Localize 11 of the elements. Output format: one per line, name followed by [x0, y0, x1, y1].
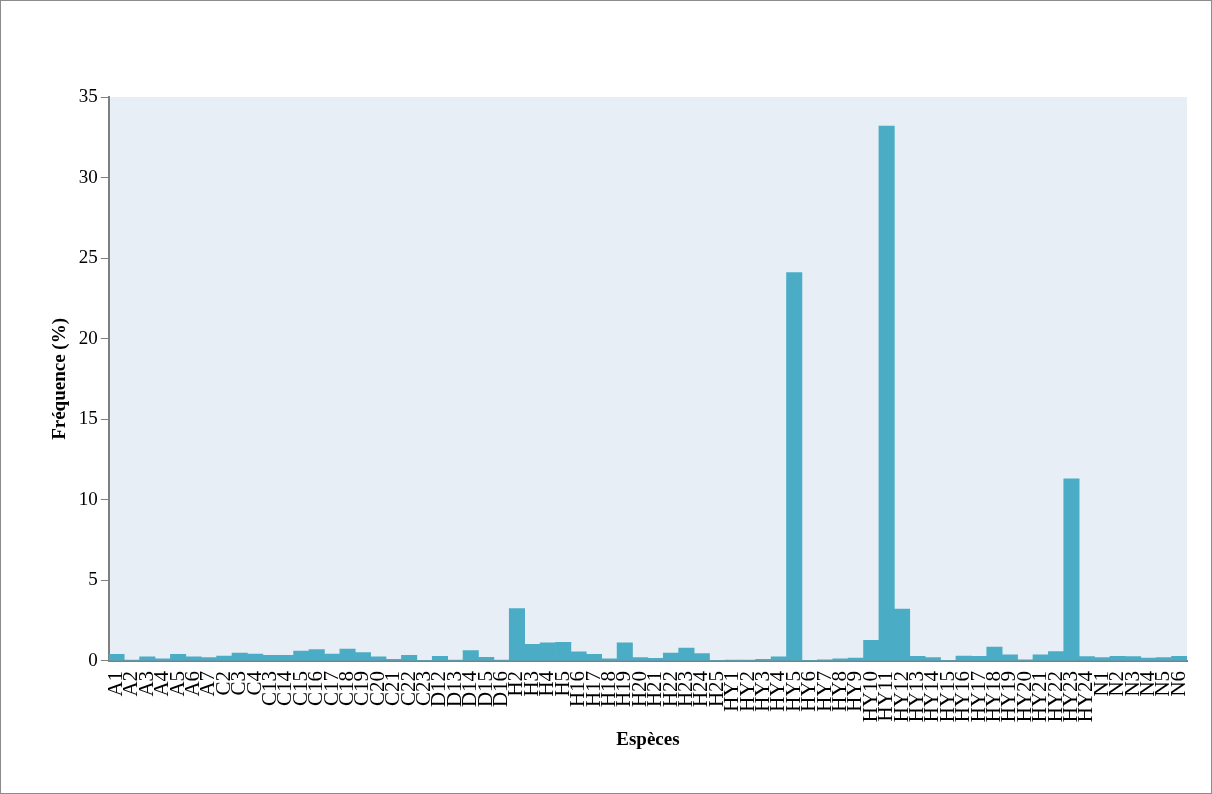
y-axis-title: Fréquence (%) — [48, 317, 71, 440]
y-tick-label: 30 — [78, 165, 98, 187]
y-tick-label: 15 — [78, 407, 98, 429]
y-tick-label: 5 — [88, 568, 98, 590]
y-tick-label: 10 — [78, 487, 98, 509]
y-tick-label: 35 — [78, 84, 98, 106]
y-tick-label: 0 — [88, 648, 98, 670]
y-tick-label: 20 — [78, 326, 98, 348]
bar — [108, 654, 125, 661]
x-axis-title: Espèces — [616, 727, 680, 749]
y-tick-label: 25 — [78, 246, 98, 268]
